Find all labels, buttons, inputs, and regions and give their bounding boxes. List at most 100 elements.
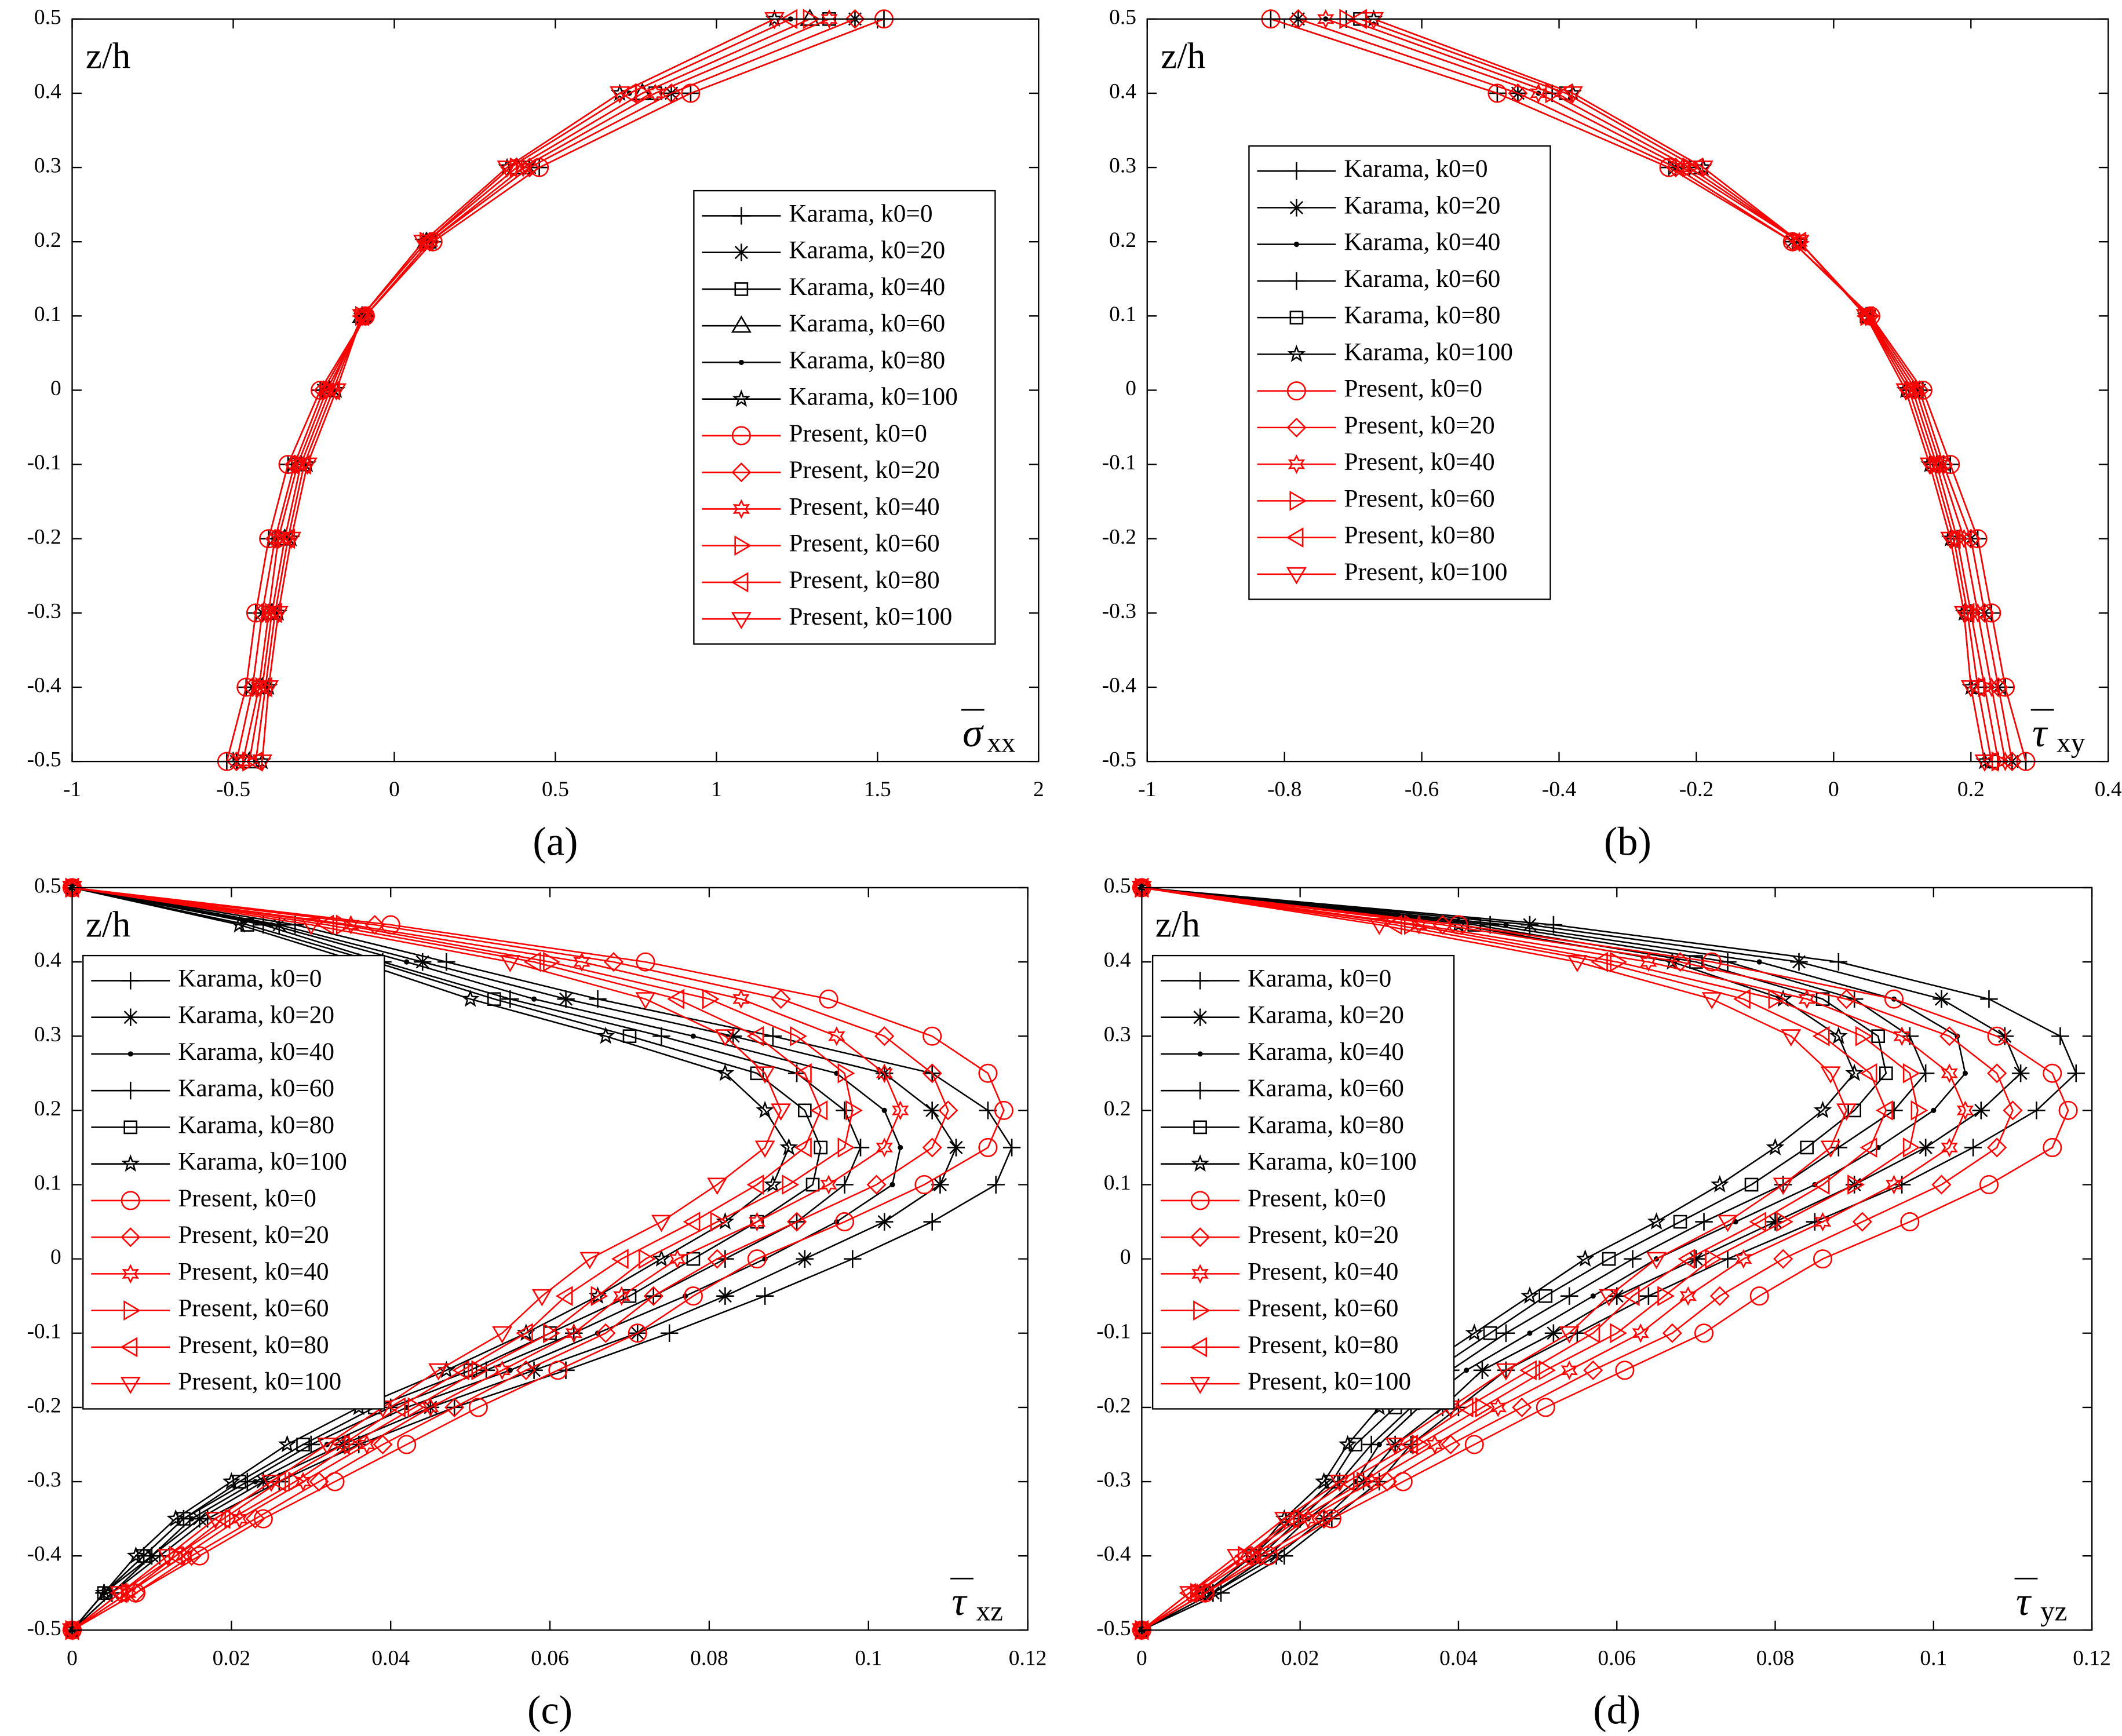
- y-tick-label: -0.1: [1102, 451, 1136, 475]
- data-point: [683, 1212, 701, 1232]
- panel-caption: (a): [533, 819, 578, 864]
- data-point: [1615, 1361, 1635, 1380]
- data-point: [1521, 1286, 1539, 1304]
- data-point: [1608, 1287, 1626, 1305]
- data-point: [1798, 989, 1815, 1009]
- data-point: [323, 380, 340, 400]
- data-point: [837, 1063, 855, 1084]
- data-point: [1979, 1175, 1999, 1195]
- y-tick-label: -0.5: [27, 1617, 61, 1640]
- legend-label: Present, k0=100: [1344, 558, 1507, 586]
- data-point: [1622, 1286, 1640, 1307]
- data-point: [652, 1249, 671, 1267]
- data-point: [836, 1102, 854, 1119]
- legend-marker: [123, 1300, 141, 1321]
- data-point: [639, 1249, 656, 1270]
- y-tick-label: -0.1: [1096, 1319, 1131, 1343]
- legend-marker: [738, 359, 744, 366]
- legend-label: Karama, k0=20: [1248, 1001, 1404, 1029]
- data-point: [1773, 1177, 1793, 1195]
- data-point: [1560, 1287, 1578, 1305]
- data-point: [794, 1137, 812, 1158]
- data-point: [596, 1026, 615, 1044]
- x-axis-label-subscript: xz: [976, 1595, 1003, 1626]
- data-point: [316, 1438, 337, 1455]
- data-point: [1879, 1066, 1893, 1081]
- data-point: [1590, 1293, 1596, 1299]
- data-point: [1687, 1250, 1705, 1268]
- x-tick-label: 0: [1136, 1646, 1147, 1670]
- data-point: [1852, 1212, 1872, 1232]
- data-point: [1733, 989, 1751, 1009]
- data-point: [278, 1435, 297, 1453]
- data-point: [1955, 528, 1973, 549]
- legend-marker: [1193, 1120, 1207, 1135]
- legend-label: Present, k0=0: [789, 420, 927, 447]
- data-point: [732, 989, 750, 1009]
- axes-frame: [71, 887, 1029, 1631]
- data-point: [1895, 383, 1916, 401]
- data-point: [2043, 1137, 2062, 1157]
- legend-marker: [1288, 454, 1306, 475]
- data-point: [444, 1397, 465, 1417]
- data-point: [1718, 1215, 1738, 1232]
- legend-label: Karama, k0=80: [1248, 1111, 1404, 1139]
- data-point: [1836, 1103, 1857, 1121]
- x-tick-label: 0.12: [2073, 1646, 2111, 1670]
- legend-label: Karama, k0=100: [789, 383, 958, 411]
- data-point: [1226, 1549, 1247, 1566]
- data-point: [1538, 1360, 1556, 1381]
- y-tick-label: 0.3: [34, 154, 61, 178]
- legend-label: Present, k0=80: [1344, 521, 1494, 549]
- y-tick-label: -0.2: [1096, 1394, 1131, 1417]
- data-point: [805, 1177, 820, 1192]
- data-point: [252, 603, 272, 623]
- legend-label: Karama, k0=60: [789, 309, 945, 337]
- legend-box: [693, 189, 996, 645]
- axes-frame: [1146, 18, 2109, 763]
- legend-marker: [731, 315, 752, 333]
- data-point: [1401, 1434, 1418, 1455]
- series-line: [1141, 887, 2014, 1631]
- x-tick-label: 0.06: [1598, 1646, 1636, 1670]
- legend-box: [1151, 954, 1455, 1410]
- data-point: [289, 454, 307, 475]
- series-line: [261, 18, 775, 762]
- data-point: [1814, 1212, 1832, 1232]
- series-line: [1297, 18, 2013, 762]
- data-point: [255, 677, 273, 698]
- y-tick-label: -0.3: [1096, 1468, 1131, 1492]
- series-line: [71, 887, 1005, 1631]
- data-point: [1893, 1026, 1910, 1046]
- data-point: [1956, 1100, 1974, 1121]
- y-tick-label: -0.4: [27, 1542, 61, 1566]
- data-point: [169, 1545, 186, 1566]
- data-point: [352, 309, 373, 327]
- data-point: [1931, 1107, 1937, 1113]
- data-point: [224, 1508, 242, 1529]
- data-point: [238, 1472, 257, 1491]
- data-point: [1384, 914, 1402, 935]
- legend-label: Present, k0=100: [1248, 1367, 1411, 1395]
- panel-caption: (b): [1604, 819, 1651, 864]
- x-tick-label: -0.4: [1542, 778, 1577, 801]
- data-point: [1768, 989, 1786, 1009]
- data-point: [978, 1137, 998, 1157]
- y-tick-label: 0.2: [34, 228, 61, 252]
- data-point: [889, 1181, 895, 1188]
- data-point: [270, 916, 289, 934]
- data-point: [259, 529, 279, 549]
- data-point: [610, 86, 630, 104]
- data-point: [1812, 1175, 1830, 1195]
- series-line: [1270, 18, 2027, 762]
- data-point: [1647, 1212, 1666, 1230]
- x-axis-label-subscript: xx: [987, 726, 1015, 758]
- y-tick-label: 0.3: [1109, 154, 1136, 178]
- data-point: [1845, 1063, 1864, 1081]
- data-point: [845, 9, 865, 29]
- data-point: [1815, 992, 1830, 1006]
- data-point: [667, 989, 684, 1009]
- data-point: [119, 1583, 137, 1603]
- legend-marker: [1190, 1337, 1208, 1358]
- data-point: [1591, 951, 1608, 972]
